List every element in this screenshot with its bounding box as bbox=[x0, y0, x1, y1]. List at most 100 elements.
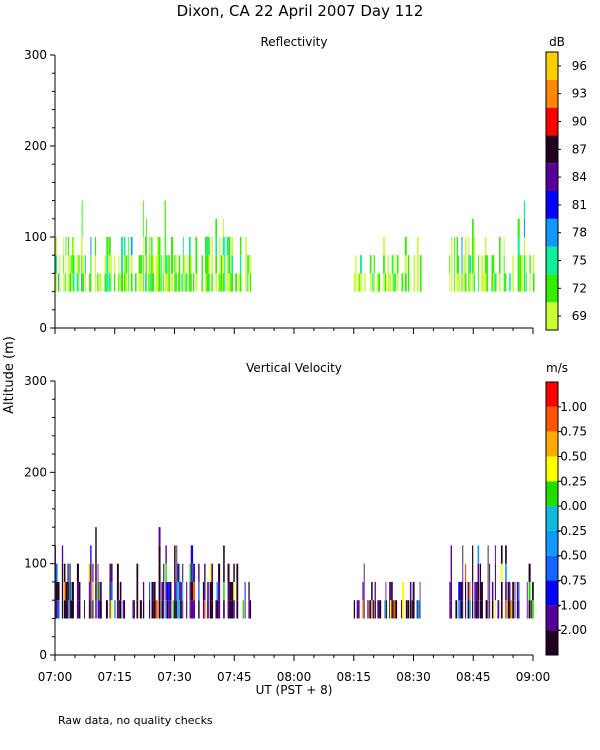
reflectivity-cell bbox=[81, 255, 83, 274]
velocity-cell bbox=[477, 600, 480, 619]
reflectivity-cell bbox=[473, 273, 475, 292]
reflectivity-cell bbox=[63, 255, 65, 274]
velocity-cell bbox=[402, 581, 405, 601]
reflectivity-cell bbox=[491, 255, 493, 274]
velocity-colorbar-label: -1.00 bbox=[556, 598, 587, 612]
reflectivity-cell bbox=[142, 273, 144, 292]
reflectivity-cell bbox=[215, 218, 218, 237]
velocity-cell bbox=[474, 600, 476, 619]
velocity-cell bbox=[193, 600, 196, 619]
reflectivity-cell bbox=[167, 273, 169, 292]
reflectivity-cell bbox=[55, 255, 58, 274]
velocity-cell bbox=[512, 581, 514, 601]
velocity-colorbar-swatch bbox=[546, 481, 558, 507]
velocity-cell bbox=[97, 581, 99, 601]
velocity-cell bbox=[95, 600, 97, 619]
velocity-cell bbox=[384, 600, 386, 619]
velocity-cell bbox=[165, 563, 167, 582]
reflectivity-cell bbox=[247, 273, 249, 292]
velocity-cell bbox=[55, 581, 58, 601]
reflectivity-cell bbox=[187, 255, 189, 274]
velocity-cell bbox=[179, 581, 181, 601]
reflectivity-cell bbox=[224, 237, 226, 256]
reflectivity-cell bbox=[185, 273, 188, 292]
velocity-cell bbox=[223, 600, 225, 619]
x-tick-label: 07:30 bbox=[157, 670, 192, 684]
reflectivity-cell bbox=[158, 237, 161, 256]
reflectivity-cell bbox=[80, 273, 82, 292]
velocity-cell bbox=[462, 545, 464, 564]
velocity-cell bbox=[198, 581, 200, 601]
velocity-cell bbox=[70, 600, 72, 619]
reflectivity-cell bbox=[468, 237, 470, 256]
reflectivity-colorbar-label: 87 bbox=[572, 142, 587, 156]
velocity-cell bbox=[68, 563, 70, 582]
reflectivity-cell bbox=[69, 255, 72, 274]
reflectivity-cell bbox=[519, 273, 521, 292]
reflectivity-cell bbox=[118, 255, 120, 274]
velocity-cell bbox=[119, 581, 122, 601]
reflectivity-cell bbox=[369, 273, 372, 292]
velocity-cell bbox=[189, 581, 191, 601]
velocity-cell bbox=[71, 581, 74, 601]
reflectivity-cell bbox=[201, 255, 203, 274]
velocity-cell bbox=[494, 563, 496, 582]
reflectivity-cell bbox=[113, 273, 116, 292]
velocity-cell bbox=[69, 581, 71, 601]
velocity-cell bbox=[163, 581, 165, 601]
velocity-cell bbox=[362, 600, 364, 619]
velocity-y-tick-label: 100 bbox=[24, 557, 47, 571]
reflectivity-cell bbox=[108, 237, 111, 256]
velocity-cell bbox=[83, 600, 85, 619]
reflectivity-cell bbox=[384, 273, 387, 292]
reflectivity-cell bbox=[239, 273, 242, 292]
reflectivity-cell bbox=[162, 255, 164, 274]
reflectivity-cell bbox=[419, 273, 422, 292]
reflectivity-cell bbox=[469, 255, 472, 274]
reflectivity-cell bbox=[458, 255, 459, 274]
velocity-cell bbox=[116, 581, 119, 601]
velocity-cell bbox=[204, 581, 206, 601]
velocity-cell bbox=[477, 563, 480, 582]
velocity-cell bbox=[472, 545, 474, 564]
reflectivity-cell bbox=[121, 273, 124, 292]
velocity-cell bbox=[416, 600, 418, 619]
x-tick-label: 07:15 bbox=[97, 670, 132, 684]
reflectivity-cell bbox=[164, 200, 166, 219]
velocity-data bbox=[55, 527, 534, 619]
velocity-cell bbox=[161, 581, 164, 601]
reflectivity-cell bbox=[416, 273, 419, 292]
reflectivity-cell bbox=[464, 273, 467, 292]
velocity-cell bbox=[174, 563, 176, 582]
reflectivity-cell bbox=[104, 273, 107, 292]
reflectivity-cell bbox=[110, 273, 112, 292]
velocity-cell bbox=[227, 563, 230, 582]
reflectivity-cell bbox=[65, 255, 67, 274]
velocity-colorbar-frame bbox=[545, 381, 559, 656]
reflectivity-unit-label: dB bbox=[549, 35, 565, 49]
reflectivity-cell bbox=[58, 273, 60, 292]
reflectivity-cell bbox=[165, 273, 168, 292]
velocity-cell bbox=[374, 581, 376, 601]
velocity-cell bbox=[472, 581, 474, 601]
reflectivity-cell bbox=[373, 273, 375, 292]
reflectivity-cell bbox=[89, 273, 91, 292]
velocity-cell bbox=[244, 600, 246, 619]
main-title: Dixon, CA 22 April 2007 Day 112 bbox=[176, 2, 424, 20]
velocity-cell bbox=[92, 581, 94, 601]
reflectivity-cell bbox=[208, 273, 210, 292]
reflectivity-cell bbox=[383, 273, 385, 292]
velocity-cell bbox=[475, 581, 478, 601]
velocity-cell bbox=[458, 600, 461, 619]
reflectivity-cell bbox=[387, 255, 389, 274]
velocity-panel: Vertical Velocity m/s 0 100 200 300 -2.00 -1.00… bbox=[24, 361, 587, 662]
reflectivity-cell bbox=[94, 273, 97, 292]
x-tick-label: 08:15 bbox=[336, 670, 371, 684]
reflectivity-cell bbox=[148, 273, 150, 292]
reflectivity-cell bbox=[238, 273, 240, 292]
reflectivity-cell bbox=[178, 273, 181, 292]
velocity-cell bbox=[229, 581, 232, 601]
reflectivity-cell bbox=[529, 273, 531, 292]
reflectivity-cell bbox=[59, 273, 61, 292]
reflectivity-cell bbox=[187, 273, 189, 292]
